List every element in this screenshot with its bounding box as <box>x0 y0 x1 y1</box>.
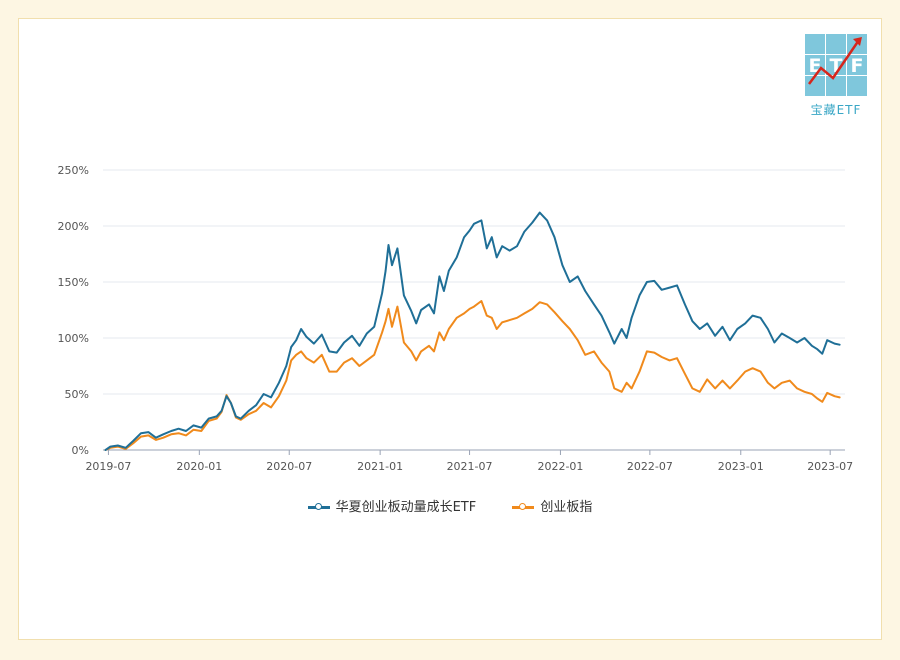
x-tick-label: 2021-07 <box>447 460 493 473</box>
logo-text: 宝藏ETF <box>810 103 862 117</box>
y-tick-label: 50% <box>65 388 89 401</box>
trend-arrow-icon <box>808 39 861 85</box>
etf-logo: E T F <box>805 34 867 96</box>
x-tick-label: 2019-07 <box>85 460 131 473</box>
logo-tile <box>805 34 825 54</box>
chart-grid <box>103 169 845 451</box>
legend-swatch-etf <box>307 503 330 510</box>
y-tick-label: 200% <box>58 220 89 233</box>
series-line-index <box>104 300 841 451</box>
logo-tile <box>826 34 846 54</box>
legend-item-etf[interactable]: 华夏创业板动量成长ETF <box>307 496 477 515</box>
y-tick-label: 250% <box>58 164 89 177</box>
x-tick-label: 2021-01 <box>357 460 403 473</box>
logo-letter-f: F <box>851 55 864 77</box>
x-tick-label: 2020-07 <box>266 460 312 473</box>
logo-tile <box>826 76 846 96</box>
series-line-etf <box>104 211 841 451</box>
legend-item-index[interactable]: 创业板指 <box>512 496 592 515</box>
y-tick-label: 100% <box>58 332 89 345</box>
logo-letter-t: T <box>830 55 843 77</box>
x-tick-label: 2023-01 <box>718 460 764 473</box>
series-lines <box>104 211 841 451</box>
y-axis-labels: 0% 50% 100% 150% 200% 250% <box>58 164 89 457</box>
logo-tile <box>826 55 846 75</box>
y-tick-label: 0% <box>72 444 89 457</box>
arrowhead-icon <box>853 37 862 46</box>
legend-label-index: 创业板指 <box>540 500 593 515</box>
legend: 华夏创业板动量成长ETF 创业板指 <box>0 496 900 515</box>
x-tick-label: 2022-01 <box>537 460 583 473</box>
y-tick-label: 150% <box>58 276 89 289</box>
logo-tile <box>847 76 867 96</box>
x-axis: 2019-07 2020-01 2020-07 2021-01 2021-07 2022-… <box>85 449 853 473</box>
logo-tile <box>847 55 867 75</box>
x-tick-label: 2020-01 <box>176 460 222 473</box>
x-tick-label: 2023-07 <box>807 460 853 473</box>
legend-label-etf: 华夏创业板动量成长ETF <box>335 500 477 515</box>
x-tick-label: 2022-07 <box>627 460 673 473</box>
legend-swatch-index <box>512 503 535 510</box>
